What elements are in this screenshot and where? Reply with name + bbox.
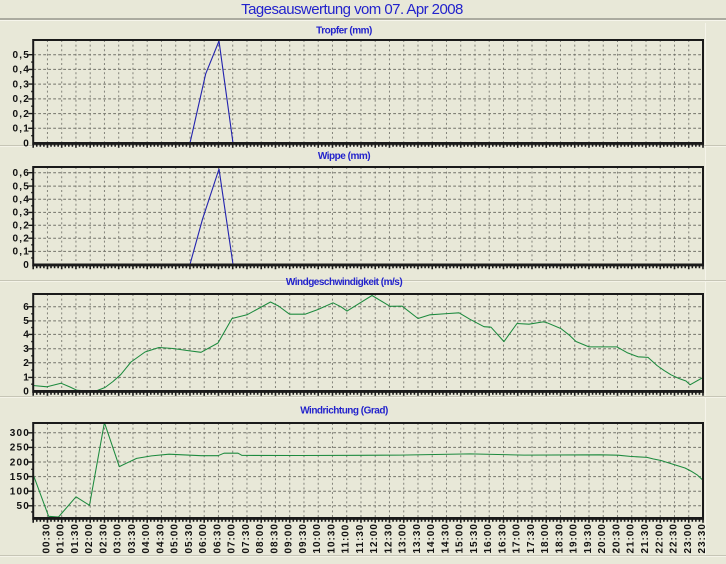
svg-text:07:30: 07:30	[241, 523, 252, 553]
svg-text:0,3: 0,3	[12, 208, 30, 219]
svg-text:150: 150	[10, 472, 30, 483]
svg-text:0,2: 0,2	[12, 221, 30, 232]
svg-text:05:00: 05:00	[170, 523, 181, 553]
svg-text:10:30: 10:30	[326, 523, 337, 553]
svg-text:0,2: 0,2	[12, 109, 30, 120]
svg-text:11:00: 11:00	[341, 524, 352, 554]
svg-text:0,2: 0,2	[12, 234, 30, 245]
svg-text:14:30: 14:30	[440, 523, 451, 553]
svg-text:Wippe (mm): Wippe (mm)	[318, 151, 370, 162]
svg-text:2: 2	[23, 358, 30, 369]
svg-text:18:00: 18:00	[540, 523, 551, 553]
svg-text:03:00: 03:00	[113, 523, 124, 553]
svg-text:20:30: 20:30	[611, 523, 622, 553]
svg-text:12:00: 12:00	[369, 523, 380, 553]
svg-text:100: 100	[10, 487, 30, 498]
svg-text:01:30: 01:30	[70, 523, 81, 553]
svg-text:6: 6	[23, 302, 30, 313]
svg-text:20:00: 20:00	[597, 523, 608, 553]
svg-text:Windrichtung (Grad): Windrichtung (Grad)	[300, 406, 388, 417]
svg-text:23:00: 23:00	[683, 523, 694, 553]
svg-text:4: 4	[23, 330, 30, 341]
svg-text:06:00: 06:00	[198, 523, 209, 553]
svg-text:09:00: 09:00	[284, 523, 295, 553]
svg-text:08:30: 08:30	[269, 523, 280, 553]
svg-text:19:00: 19:00	[569, 523, 580, 553]
svg-text:22:00: 22:00	[654, 523, 665, 553]
svg-text:23:30: 23:30	[697, 523, 708, 553]
svg-text:0,1: 0,1	[12, 124, 30, 135]
svg-text:3: 3	[23, 344, 30, 355]
svg-text:04:00: 04:00	[141, 523, 152, 553]
svg-text:09:30: 09:30	[298, 523, 309, 553]
svg-text:0,4: 0,4	[12, 65, 30, 76]
svg-text:0,6: 0,6	[12, 168, 30, 179]
svg-text:0: 0	[23, 260, 30, 271]
svg-text:04:30: 04:30	[155, 523, 166, 553]
svg-text:17:30: 17:30	[526, 523, 537, 553]
svg-text:17:00: 17:00	[512, 523, 523, 553]
svg-text:15:30: 15:30	[469, 523, 480, 553]
svg-text:01:00: 01:00	[56, 523, 67, 553]
svg-text:1: 1	[23, 373, 30, 384]
svg-text:0,2: 0,2	[12, 94, 30, 105]
svg-text:0,5: 0,5	[12, 181, 30, 192]
svg-text:00:30: 00:30	[41, 523, 52, 553]
svg-text:200: 200	[10, 457, 30, 468]
svg-text:21:00: 21:00	[626, 523, 637, 553]
svg-text:0,4: 0,4	[12, 195, 30, 206]
svg-text:13:00: 13:00	[398, 523, 409, 553]
svg-text:5: 5	[23, 316, 30, 327]
svg-text:50: 50	[16, 501, 30, 512]
svg-text:05:30: 05:30	[184, 523, 195, 553]
svg-text:Tropfer (mm): Tropfer (mm)	[316, 25, 372, 36]
svg-text:06:30: 06:30	[212, 523, 223, 553]
svg-text:12:30: 12:30	[383, 523, 394, 553]
svg-text:Windgeschwindigkeit (m/s): Windgeschwindigkeit (m/s)	[286, 277, 402, 288]
svg-text:16:00: 16:00	[483, 523, 494, 553]
svg-text:19:30: 19:30	[583, 523, 594, 553]
svg-text:0,1: 0,1	[12, 247, 30, 258]
svg-text:14:00: 14:00	[426, 523, 437, 553]
svg-text:21:30: 21:30	[640, 523, 651, 553]
svg-text:03:30: 03:30	[127, 523, 138, 553]
svg-text:16:30: 16:30	[497, 523, 508, 553]
svg-text:0,3: 0,3	[12, 79, 30, 90]
svg-text:0,5: 0,5	[12, 50, 30, 61]
svg-text:250: 250	[10, 443, 30, 454]
svg-text:02:00: 02:00	[84, 523, 95, 553]
svg-text:02:30: 02:30	[98, 523, 109, 553]
svg-text:10:00: 10:00	[312, 523, 323, 553]
svg-text:300: 300	[10, 428, 30, 439]
svg-text:0: 0	[23, 138, 30, 149]
svg-text:18:30: 18:30	[554, 523, 565, 553]
svg-text:08:00: 08:00	[255, 523, 266, 553]
svg-text:15:00: 15:00	[455, 523, 466, 553]
svg-text:13:30: 13:30	[412, 523, 423, 553]
svg-text:0: 0	[23, 386, 30, 397]
svg-text:11:30: 11:30	[355, 524, 366, 554]
svg-text:22:30: 22:30	[669, 523, 680, 553]
svg-text:07:00: 07:00	[227, 523, 238, 553]
